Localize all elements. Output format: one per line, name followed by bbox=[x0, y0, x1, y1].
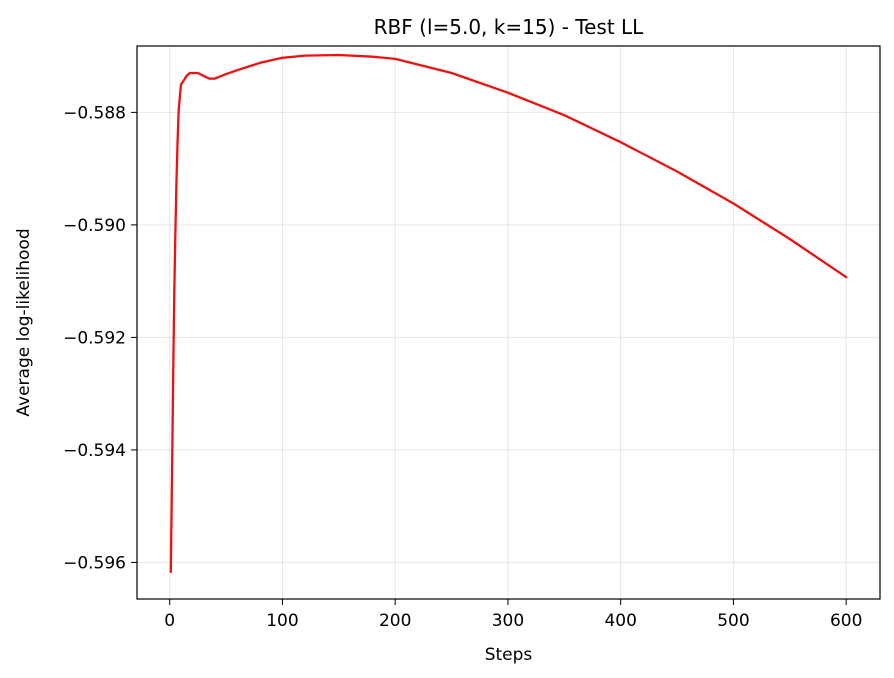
series-layer bbox=[169, 53, 848, 574]
y-tick-label: −0.590 bbox=[63, 216, 126, 236]
series-line bbox=[169, 53, 848, 574]
y-tick-label: −0.594 bbox=[63, 441, 126, 461]
x-tick-label: 300 bbox=[492, 611, 524, 631]
x-tick-label: 500 bbox=[717, 611, 749, 631]
chart-title: RBF (l=5.0, k=15) - Test LL bbox=[374, 15, 645, 39]
y-tick-label: −0.596 bbox=[63, 553, 126, 573]
x-tick-label: 0 bbox=[164, 611, 175, 631]
x-tick-label: 100 bbox=[266, 611, 298, 631]
x-axis-label: Steps bbox=[485, 645, 533, 665]
x-tick-label: 400 bbox=[604, 611, 636, 631]
grid bbox=[137, 46, 880, 599]
y-tick-label: −0.588 bbox=[63, 103, 126, 123]
y-tick-label: −0.592 bbox=[63, 328, 126, 348]
y-axis-label: Average log-likelihood bbox=[14, 228, 34, 416]
ticks bbox=[131, 111, 847, 605]
x-tick-label: 600 bbox=[830, 611, 862, 631]
tick-labels: 0 100 200 300 400 500 600 −0.588 −0.590 −0.592 −0.… bbox=[63, 103, 862, 631]
x-tick-label: 200 bbox=[379, 611, 411, 631]
plot-frame bbox=[136, 45, 881, 600]
